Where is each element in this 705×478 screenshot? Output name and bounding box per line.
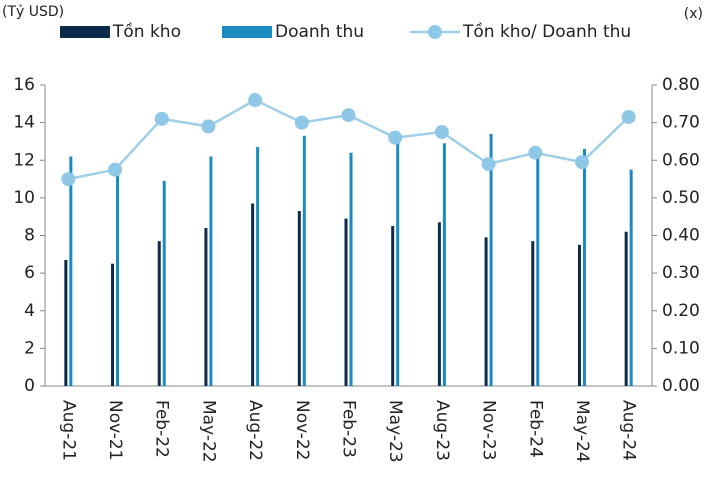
y2-tick-label: 0.10 xyxy=(662,338,700,358)
line-marker xyxy=(434,125,449,140)
line-marker xyxy=(201,119,216,134)
bar xyxy=(162,180,166,386)
bar xyxy=(536,154,540,386)
x-tick-label: Feb-24 xyxy=(525,400,545,458)
bar xyxy=(64,259,68,386)
x-tick-label: Aug-21 xyxy=(58,400,78,461)
line-marker xyxy=(248,93,263,108)
bar xyxy=(344,218,348,386)
line-marker xyxy=(294,115,309,130)
y-tick-label: 10 xyxy=(13,188,35,208)
y2-tick-label: 0.70 xyxy=(662,113,700,133)
bar xyxy=(437,222,441,386)
y2-tick-label: 0.00 xyxy=(662,376,700,396)
legend-label: Tồn kho/ Doanh thu xyxy=(462,21,631,42)
bar xyxy=(531,241,535,386)
bar xyxy=(302,135,306,386)
x-tick-label: May-22 xyxy=(198,400,218,463)
y2-axis-unit: (x) xyxy=(684,6,703,22)
y-tick-label: 8 xyxy=(24,226,35,246)
y-tick-label: 6 xyxy=(24,263,35,283)
x-tick-label: Aug-22 xyxy=(245,400,265,461)
y-tick-label: 14 xyxy=(13,113,35,133)
bar xyxy=(209,156,213,386)
y2-tick-label: 0.80 xyxy=(662,75,700,95)
x-tick-label: Nov-23 xyxy=(479,400,499,460)
bar xyxy=(391,226,395,386)
x-tick-label: May-24 xyxy=(572,400,592,463)
legend-label: Doanh thu xyxy=(275,22,364,42)
bar xyxy=(204,227,208,386)
line-marker xyxy=(481,157,496,172)
bar xyxy=(489,133,493,386)
legend-label: Tồn kho xyxy=(112,21,181,42)
line-marker xyxy=(574,155,589,170)
bar xyxy=(442,143,446,386)
x-tick-label: Feb-22 xyxy=(152,400,172,458)
bar xyxy=(484,237,488,386)
x-tick-label: Nov-21 xyxy=(105,400,125,461)
x-tick-label: Nov-22 xyxy=(292,400,312,461)
bar xyxy=(582,148,586,386)
y-tick-label: 16 xyxy=(13,75,35,95)
bar xyxy=(256,147,260,386)
bar xyxy=(297,211,301,386)
y2-tick-label: 0.20 xyxy=(662,301,700,321)
legend-marker xyxy=(428,25,442,39)
bar xyxy=(577,244,581,386)
y-tick-label: 12 xyxy=(13,150,35,170)
line-marker xyxy=(388,130,403,145)
line-marker xyxy=(61,172,76,187)
bar xyxy=(349,152,353,386)
bar xyxy=(629,169,633,386)
y-axis-unit: (Tỷ USD) xyxy=(2,4,64,20)
y-tick-label: 2 xyxy=(24,338,35,358)
bar xyxy=(396,141,400,386)
x-tick-label: Feb-23 xyxy=(339,400,359,458)
bar xyxy=(111,263,115,386)
bar xyxy=(251,203,255,386)
bar xyxy=(157,241,161,386)
line-marker xyxy=(341,108,356,123)
bar xyxy=(69,156,73,386)
bar xyxy=(624,231,628,386)
legend-swatch xyxy=(60,26,110,38)
x-tick-label: Aug-24 xyxy=(619,400,639,461)
line-marker xyxy=(528,145,543,160)
y-tick-label: 4 xyxy=(24,301,35,321)
y2-tick-label: 0.50 xyxy=(662,188,700,208)
line-marker xyxy=(621,109,636,124)
legend-swatch xyxy=(222,26,272,38)
y2-tick-label: 0.30 xyxy=(662,263,700,283)
y2-tick-label: 0.60 xyxy=(662,150,700,170)
x-tick-label: Aug-23 xyxy=(432,400,452,461)
y2-tick-label: 0.40 xyxy=(662,226,700,246)
x-tick-label: May-23 xyxy=(385,400,405,463)
line-marker xyxy=(154,111,169,126)
y-tick-label: 0 xyxy=(24,376,35,396)
bar xyxy=(116,173,120,386)
line-marker xyxy=(108,162,123,177)
